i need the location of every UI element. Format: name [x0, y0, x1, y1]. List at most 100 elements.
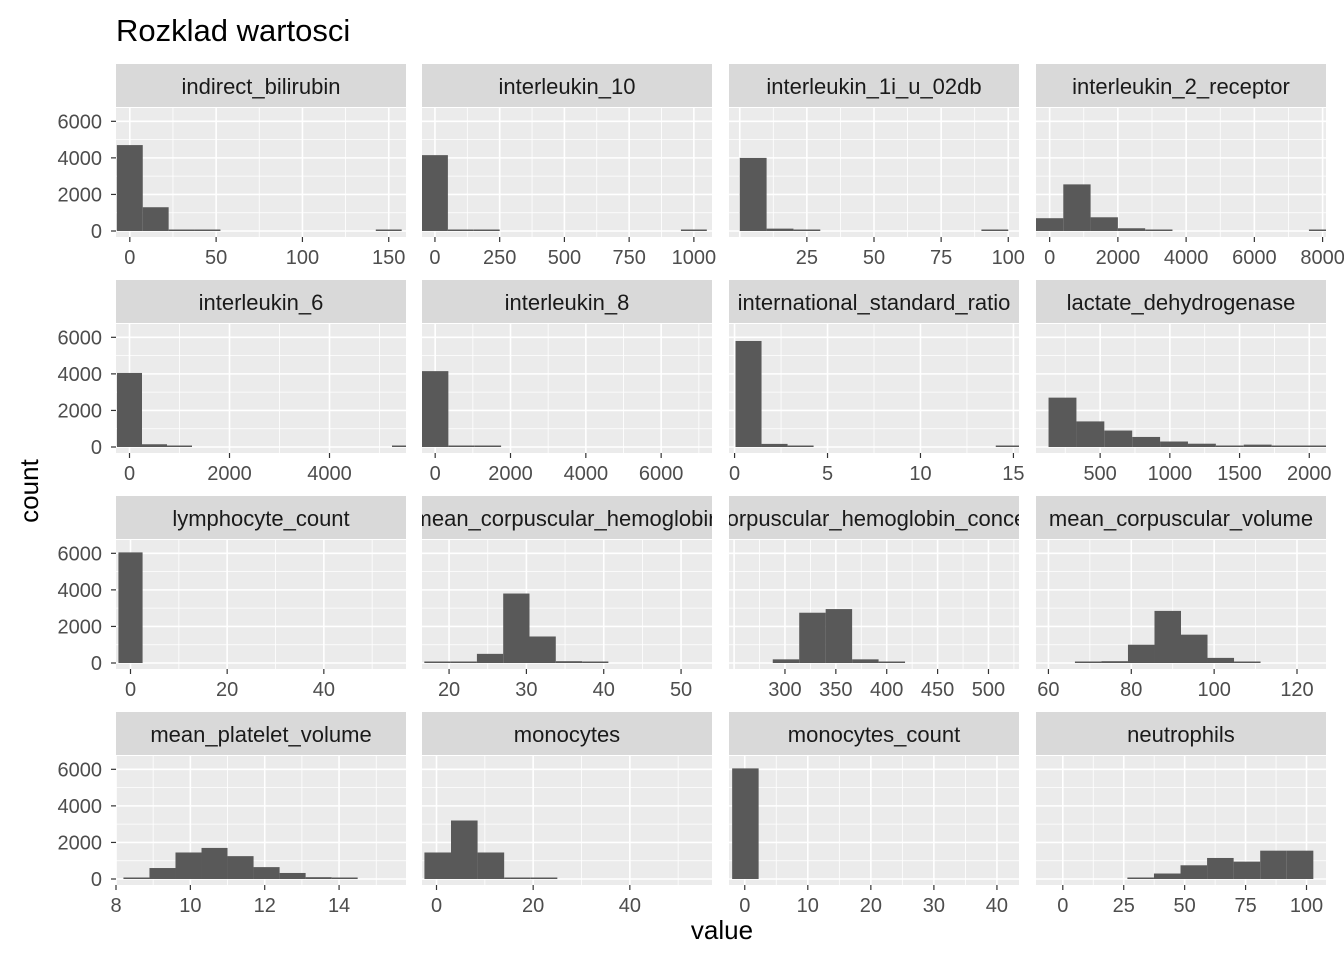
x-tick-label: 25	[1113, 895, 1135, 917]
facet-strip	[422, 280, 712, 323]
histogram-bar	[739, 157, 767, 231]
histogram-bar	[995, 445, 1019, 447]
histogram-bar	[772, 659, 800, 663]
histogram-bar	[117, 372, 142, 447]
histogram-bars	[116, 145, 402, 231]
facet-indirect_bilirubin: indirect_bilirubin 0 50 100 150 0 2000 4000 6000	[58, 64, 406, 269]
panel-background	[422, 540, 712, 669]
histogram-bar	[1153, 873, 1181, 879]
facet-strip	[116, 64, 406, 107]
facet-lactate_dehydrogenase: lactate_dehydrogenase 500 1000 1500 2000	[1036, 280, 1332, 485]
x-tick-label: 15	[1002, 463, 1024, 485]
x-tick-label: 450	[921, 679, 954, 701]
y-tick-label: 6000	[58, 111, 103, 133]
x-tick-label: 300	[768, 679, 801, 701]
x-tick-label: 100	[992, 247, 1025, 269]
histogram-bar	[424, 661, 451, 663]
x-tick-label: 0	[430, 463, 441, 485]
facet-interleukin_6: interleukin_6 0 2000 4000 0 2000 4000 6000	[58, 280, 406, 485]
histogram-bars	[772, 609, 906, 663]
facet-strip-label: interleukin_8	[505, 290, 630, 315]
histogram-bar	[981, 229, 1009, 231]
facet-monocytes: monocytes 0 20 40	[422, 712, 712, 917]
histogram-bar	[142, 444, 167, 447]
x-tick-label: 50	[670, 679, 692, 701]
histogram-bar	[1145, 229, 1173, 231]
histogram-bar	[1207, 857, 1234, 879]
facet-neutrophils: neutrophils 0 25 50 75 100	[1036, 712, 1326, 917]
x-tick-label: 75	[930, 247, 952, 269]
x-tick-label: 0	[1044, 247, 1055, 269]
x-tick-label: 350	[819, 679, 852, 701]
facet-strip	[422, 64, 712, 107]
histogram-bar	[1215, 445, 1244, 447]
histogram-bar	[555, 661, 583, 663]
facet-strip-label: interleukin_6	[199, 290, 324, 315]
facet-mean_corpuscular_hemoglobin: mean_corpuscular_hemoglobin 20 30 40 50	[422, 496, 712, 701]
histogram-bar	[424, 852, 451, 879]
x-tick-label: 30	[923, 895, 945, 917]
histogram-bar	[201, 847, 228, 879]
x-tick-label: 0	[124, 463, 135, 485]
x-tick-label: 30	[515, 679, 537, 701]
histogram-bar	[422, 155, 448, 231]
x-tick-label: 100	[286, 247, 319, 269]
x-tick-label: 80	[1120, 679, 1142, 701]
x-tick-label: 1000	[672, 247, 717, 269]
histogram-bars	[422, 371, 502, 447]
x-tick-label: 2000	[207, 463, 252, 485]
chart-title: Rozklad wartosci	[116, 13, 350, 48]
x-tick-label: 0	[1057, 895, 1068, 917]
facet-mean_corpuscular_hemoglobin_concentration: mean_corpuscular_hemoglobin_concentratio…	[729, 496, 1019, 701]
histogram-bars	[1036, 184, 1326, 231]
histogram-bar	[477, 852, 505, 879]
histogram-bar	[474, 445, 502, 447]
histogram-bars	[1127, 850, 1314, 879]
histogram-bar	[375, 229, 402, 231]
histogram-bar	[1074, 661, 1102, 663]
y-tick-label: 4000	[58, 796, 103, 818]
facet-strip-label: monocytes	[514, 722, 620, 747]
histogram-bar	[167, 445, 192, 447]
facet-strip-label: interleukin_10	[499, 74, 636, 99]
x-tick-label: 0	[431, 895, 442, 917]
histogram-bar	[194, 229, 221, 231]
histogram-bar	[1063, 184, 1091, 231]
x-tick-label: 6000	[1232, 247, 1277, 269]
histogram-bar	[878, 661, 906, 663]
histogram-bar	[503, 593, 530, 663]
histogram-bars	[123, 847, 358, 879]
histogram-bar	[787, 445, 814, 447]
x-tick-label: 4000	[1164, 247, 1209, 269]
y-tick-label: 2000	[58, 616, 103, 638]
x-tick-label: 60	[1037, 679, 1059, 701]
facet-strip	[729, 712, 1019, 755]
x-tick-label: 40	[593, 679, 615, 701]
histogram-bars	[422, 155, 707, 231]
y-tick-label: 6000	[58, 759, 103, 781]
x-tick-label: 500	[548, 247, 581, 269]
x-tick-label: 20	[522, 895, 544, 917]
histogram-bar	[451, 820, 478, 879]
facet-strip	[422, 496, 712, 539]
histogram-bar	[1180, 865, 1208, 879]
histogram-bar	[168, 229, 195, 231]
histogram-bar	[1243, 444, 1272, 447]
histogram-bar	[793, 229, 821, 231]
x-tick-label: 5	[822, 463, 833, 485]
panel-background	[729, 756, 1019, 885]
histogram-bar	[116, 145, 143, 231]
x-tick-label: 40	[313, 679, 335, 701]
x-tick-label: 10	[179, 895, 201, 917]
x-tick-label: 50	[863, 247, 885, 269]
histogram-bar	[450, 661, 477, 663]
x-tick-label: 150	[372, 247, 405, 269]
histogram-bar	[1286, 850, 1314, 879]
x-tick-label: 0	[739, 895, 750, 917]
x-tick-label: 1500	[1217, 463, 1262, 485]
histogram-bars	[735, 340, 1019, 447]
histogram-bar	[305, 877, 332, 879]
histogram-bar	[142, 207, 169, 231]
